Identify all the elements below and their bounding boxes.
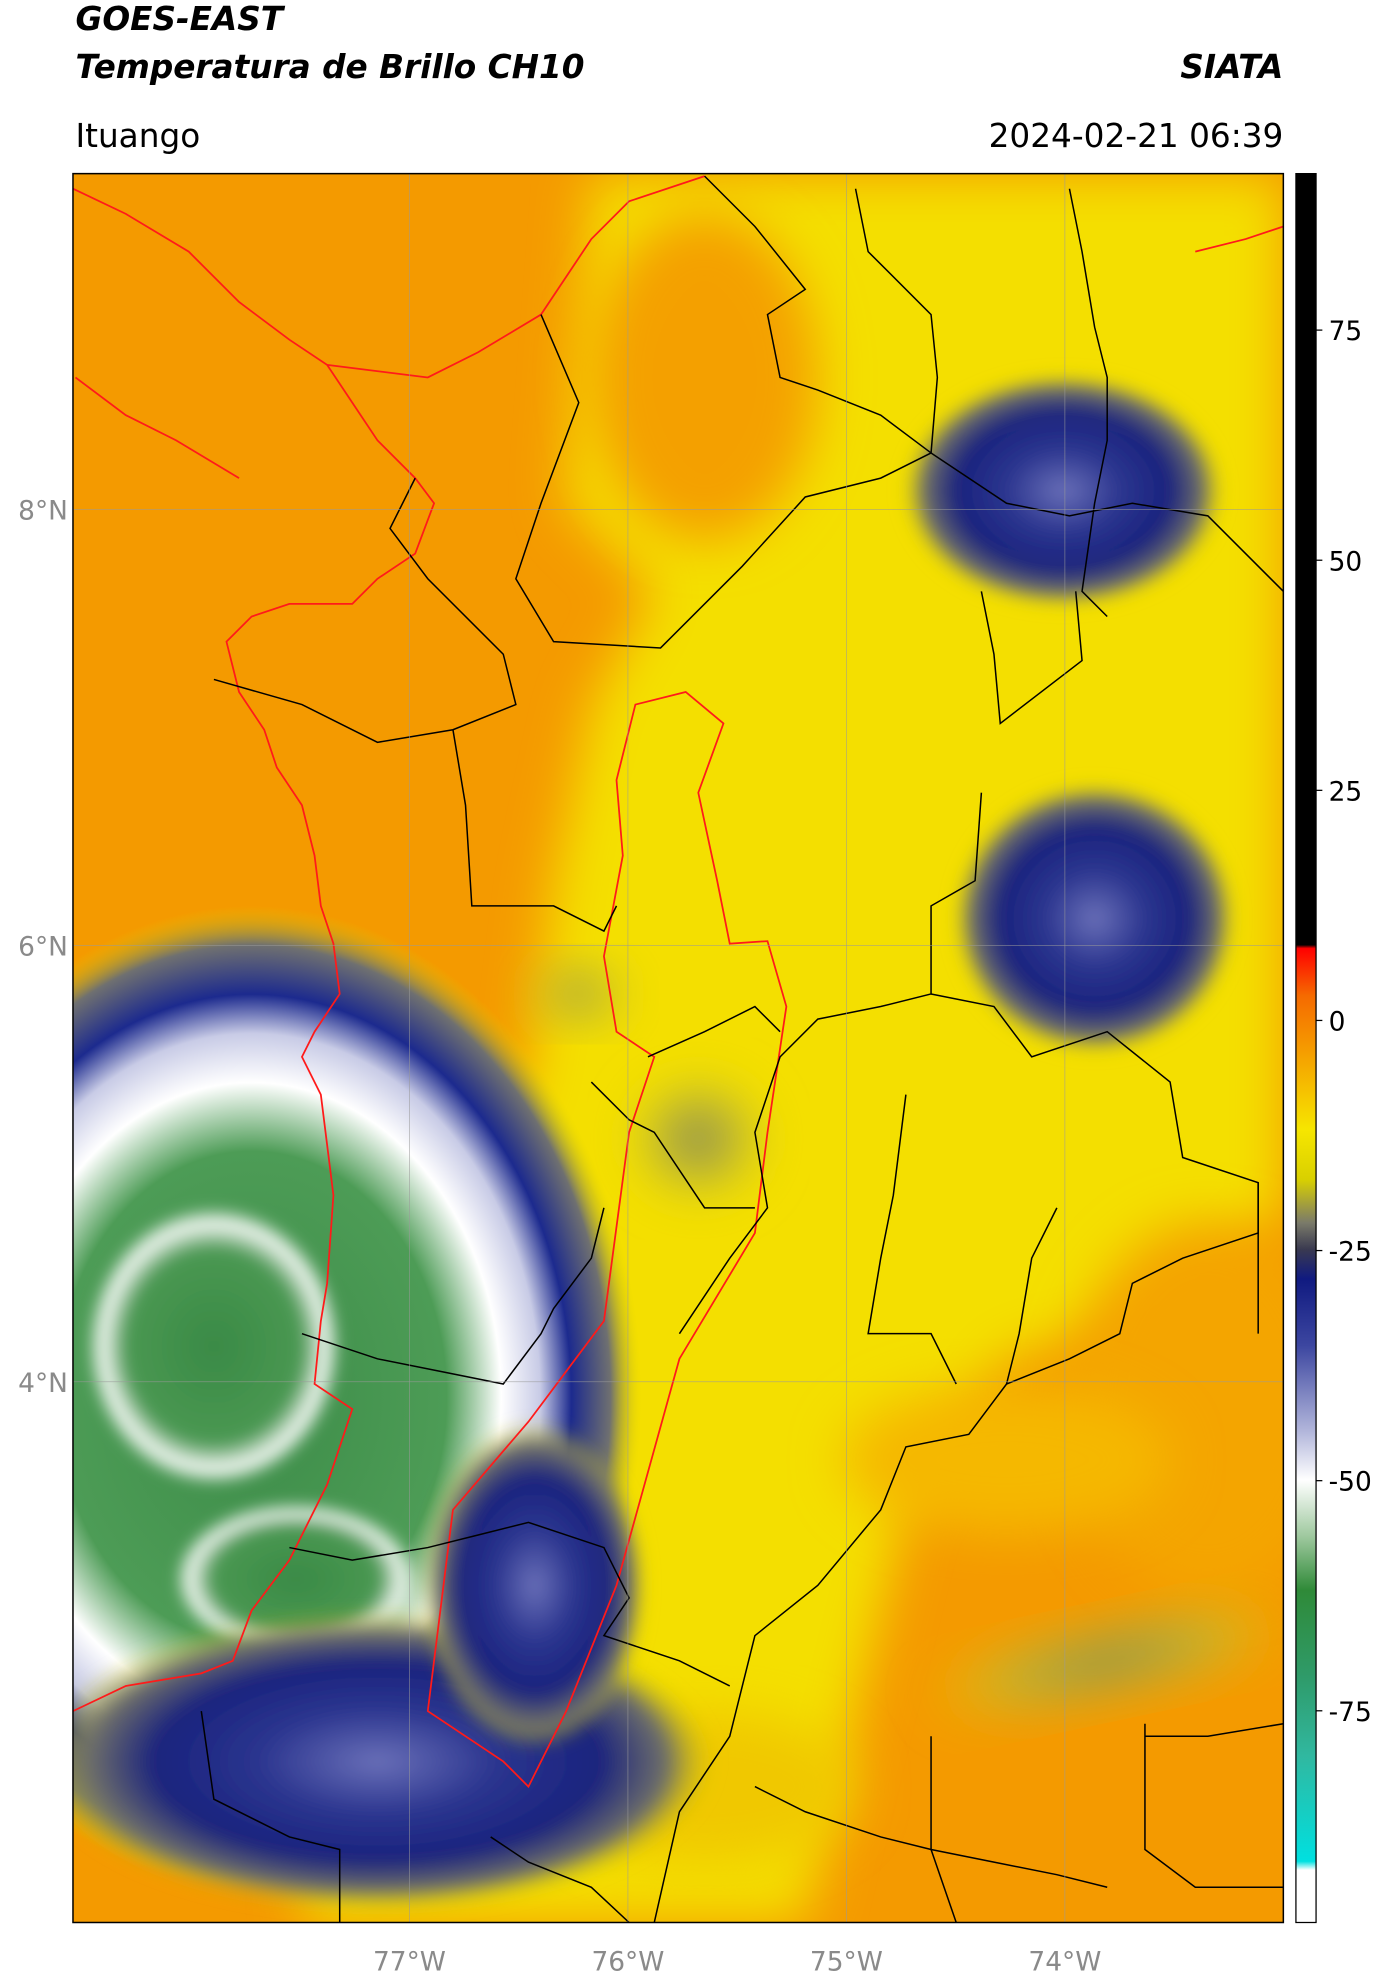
- y-tick-label: 6°N: [18, 932, 68, 963]
- colorbar-tick-label: 50: [1329, 546, 1363, 577]
- source: SIATA: [1180, 48, 1283, 86]
- y-tick-label: 4°N: [18, 1368, 68, 1399]
- colorbar-tick-label: 25: [1329, 776, 1363, 807]
- datetime: 2024-02-21 06:39: [989, 117, 1284, 155]
- x-tick-label: 77°W: [373, 1946, 446, 1977]
- grid: [72, 173, 1284, 1923]
- ticks: 77°W 76°W 75°W 74°W 8°N 6°N 4°N 75 50 25 0 -25 -50 -7…: [18, 316, 1372, 1977]
- subtitle: Temperatura de Brillo CH10: [75, 48, 584, 86]
- coastline: [72, 175, 1284, 1789]
- x-tick-label: 75°W: [810, 1946, 883, 1977]
- colorbar-tick-label: 75: [1329, 316, 1363, 347]
- colorbar: [1295, 172, 1317, 1924]
- colorbar-tick-label: -25: [1329, 1237, 1372, 1268]
- colorbar-tick-label: -75: [1329, 1697, 1372, 1728]
- satellite-image: [72, 173, 1284, 1923]
- colorbar-tick-label: 0: [1329, 1007, 1346, 1038]
- location: Ituango: [75, 117, 200, 155]
- colorbar-tick-label: -50: [1329, 1467, 1372, 1498]
- y-tick-label: 8°N: [18, 496, 68, 527]
- title: GOES-EAST: [75, 0, 285, 38]
- x-tick-label: 76°W: [591, 1946, 664, 1977]
- x-tick-label: 74°W: [1028, 1946, 1101, 1977]
- map-frame: [72, 172, 1285, 1924]
